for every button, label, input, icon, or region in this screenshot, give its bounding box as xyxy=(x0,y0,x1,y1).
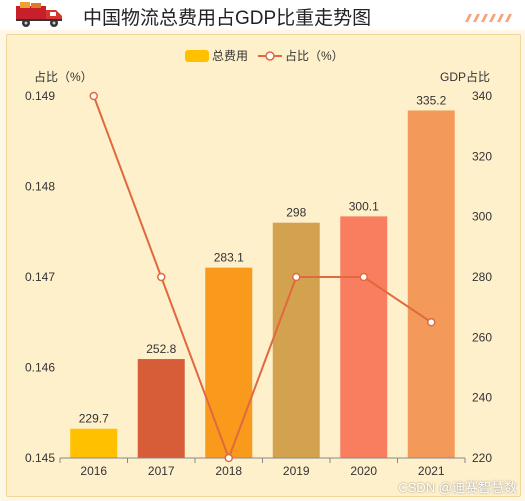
line-point xyxy=(157,272,166,282)
y-left-tick-label: 0.148 xyxy=(25,180,55,194)
x-tick-label: 2018 xyxy=(215,464,242,478)
bar xyxy=(340,216,388,458)
y-right-tick-label: 240 xyxy=(472,391,492,405)
line-point xyxy=(292,272,301,282)
y-left-axis-title: 占比（%） xyxy=(34,69,93,84)
y-left-tick-label: 0.147 xyxy=(25,270,55,284)
x-tick-label: 2017 xyxy=(148,464,175,478)
y-right-tick-label: 320 xyxy=(472,149,492,163)
y-right-axis-title: GDP占比 xyxy=(440,69,490,84)
x-tick-label: 2016 xyxy=(80,464,107,478)
bar-value-label: 252.8 xyxy=(146,342,176,356)
legend-bar-label: 总费用 xyxy=(212,49,248,63)
page-title: 中国物流总费用占GDP比重走势图 xyxy=(83,8,372,29)
y-right-tick-label: 340 xyxy=(472,89,492,103)
line-point xyxy=(224,453,233,463)
bar-value-label: 283.1 xyxy=(214,251,244,265)
x-tick-label: 2020 xyxy=(350,464,377,478)
bar xyxy=(407,110,455,458)
y-left-tick-label: 0.145 xyxy=(25,451,55,465)
y-left-tick-label: 0.149 xyxy=(25,89,55,103)
bar xyxy=(205,267,253,458)
legend-line-marker xyxy=(265,51,275,61)
y-right-tick-label: 260 xyxy=(472,330,492,344)
bar xyxy=(272,222,320,458)
bar xyxy=(137,359,185,458)
y-left-tick-label: 0.146 xyxy=(25,361,55,375)
truck-icon xyxy=(16,2,62,27)
decorative-stripes xyxy=(465,14,512,22)
header-bar: 中国物流总费用占GDP比重走势图 xyxy=(0,0,525,30)
y-right-tick-label: 300 xyxy=(472,210,492,224)
bar-value-label: 300.1 xyxy=(349,199,379,213)
legend-bar-swatch xyxy=(185,50,209,62)
bar xyxy=(70,428,118,458)
line-point xyxy=(89,91,98,101)
watermark: CSDN @迪赛智慧数 xyxy=(398,480,517,495)
legend-line-label: 占比（%） xyxy=(285,48,344,63)
bar-value-label: 298 xyxy=(286,206,306,220)
line-series-ratio xyxy=(92,95,432,461)
x-tick-label: 2019 xyxy=(283,464,310,478)
bar-value-label: 335.2 xyxy=(416,93,446,107)
y-right-tick-label: 220 xyxy=(472,451,492,465)
line-point xyxy=(359,272,368,282)
y-right-tick-label: 280 xyxy=(472,270,492,284)
bar-value-label: 229.7 xyxy=(79,412,109,426)
line-point xyxy=(427,318,436,327)
x-tick-label: 2021 xyxy=(418,464,445,478)
